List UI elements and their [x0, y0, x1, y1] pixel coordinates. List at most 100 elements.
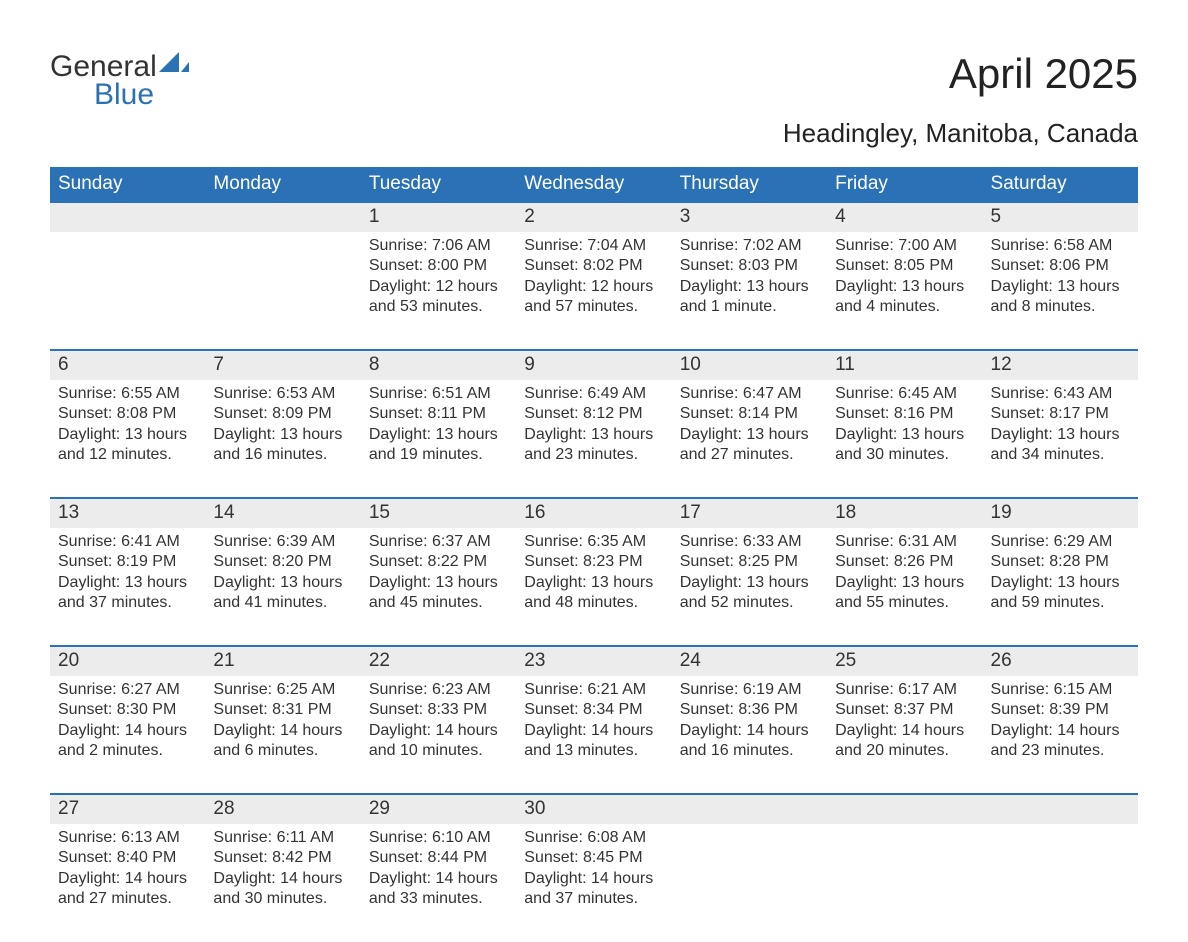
day-cell: Sunrise: 6:47 AMSunset: 8:14 PMDaylight:…	[672, 380, 827, 498]
daynum-row: 27282930	[50, 794, 1138, 824]
sunset-text: Sunset: 8:22 PM	[369, 552, 508, 572]
sunrise-text: Sunrise: 6:27 AM	[58, 680, 197, 700]
day-cell: Sunrise: 7:00 AMSunset: 8:05 PMDaylight:…	[827, 232, 982, 350]
day-cell: Sunrise: 7:02 AMSunset: 8:03 PMDaylight:…	[672, 232, 827, 350]
sunset-text: Sunset: 8:20 PM	[213, 552, 352, 572]
day-cell: Sunrise: 6:53 AMSunset: 8:09 PMDaylight:…	[205, 380, 360, 498]
daylight-text: Daylight: 14 hours and 27 minutes.	[58, 869, 197, 910]
sunrise-text: Sunrise: 6:37 AM	[369, 532, 508, 552]
day-cell: Sunrise: 6:17 AMSunset: 8:37 PMDaylight:…	[827, 676, 982, 794]
daylight-text: Daylight: 14 hours and 20 minutes.	[835, 721, 974, 762]
daynum-row: 6789101112	[50, 350, 1138, 380]
day-number: 15	[361, 498, 516, 528]
sunset-text: Sunset: 8:45 PM	[524, 848, 663, 868]
logo: General Blue	[50, 50, 189, 112]
sunrise-text: Sunrise: 7:04 AM	[524, 236, 663, 256]
day-number: 3	[672, 203, 827, 232]
day-number: 27	[50, 794, 205, 824]
day-number	[827, 794, 982, 824]
daylight-text: Daylight: 13 hours and 45 minutes.	[369, 573, 508, 614]
day-number: 25	[827, 646, 982, 676]
page-subtitle: Headingley, Manitoba, Canada	[50, 118, 1138, 149]
sunset-text: Sunset: 8:17 PM	[991, 404, 1130, 424]
day-number: 10	[672, 350, 827, 380]
sunset-text: Sunset: 8:34 PM	[524, 700, 663, 720]
day-number: 5	[983, 203, 1138, 232]
daylight-text: Daylight: 13 hours and 19 minutes.	[369, 425, 508, 466]
day-cell: Sunrise: 6:11 AMSunset: 8:42 PMDaylight:…	[205, 824, 360, 942]
sunrise-text: Sunrise: 6:51 AM	[369, 384, 508, 404]
sunset-text: Sunset: 8:23 PM	[524, 552, 663, 572]
daylight-text: Daylight: 13 hours and 59 minutes.	[991, 573, 1130, 614]
sunset-text: Sunset: 8:25 PM	[680, 552, 819, 572]
sunset-text: Sunset: 8:06 PM	[991, 256, 1130, 276]
day-cell: Sunrise: 6:21 AMSunset: 8:34 PMDaylight:…	[516, 676, 671, 794]
daylight-text: Daylight: 13 hours and 27 minutes.	[680, 425, 819, 466]
day-number: 23	[516, 646, 671, 676]
day-cell: Sunrise: 7:06 AMSunset: 8:00 PMDaylight:…	[361, 232, 516, 350]
sunrise-text: Sunrise: 6:11 AM	[213, 828, 352, 848]
day-data-row: Sunrise: 6:55 AMSunset: 8:08 PM Daylight:…	[50, 380, 1138, 498]
sunrise-text: Sunrise: 6:17 AM	[835, 680, 974, 700]
sunset-text: Sunset: 8:05 PM	[835, 256, 974, 276]
day-number: 22	[361, 646, 516, 676]
day-cell	[50, 232, 205, 350]
day-cell: Sunrise: 7:04 AMSunset: 8:02 PMDaylight:…	[516, 232, 671, 350]
daylight-text: Daylight: 13 hours and 48 minutes.	[524, 573, 663, 614]
daylight-text: Daylight: 13 hours and 55 minutes.	[835, 573, 974, 614]
logo-sail-icon	[159, 50, 189, 79]
sunset-text: Sunset: 8:42 PM	[213, 848, 352, 868]
sunset-text: Sunset: 8:31 PM	[213, 700, 352, 720]
sunrise-text: Sunrise: 6:10 AM	[369, 828, 508, 848]
day-number: 1	[361, 203, 516, 232]
day-number: 18	[827, 498, 982, 528]
sunset-text: Sunset: 8:08 PM	[58, 404, 197, 424]
sunset-text: Sunset: 8:02 PM	[524, 256, 663, 276]
sunrise-text: Sunrise: 6:45 AM	[835, 384, 974, 404]
daylight-text: Daylight: 14 hours and 2 minutes.	[58, 721, 197, 762]
sunrise-text: Sunrise: 6:47 AM	[680, 384, 819, 404]
day-cell: Sunrise: 6:08 AMSunset: 8:45 PMDaylight:…	[516, 824, 671, 942]
daylight-text: Daylight: 13 hours and 37 minutes.	[58, 573, 197, 614]
weekday-header: Friday	[827, 167, 982, 203]
sunrise-text: Sunrise: 6:13 AM	[58, 828, 197, 848]
weekday-header: Thursday	[672, 167, 827, 203]
daynum-row: 12345	[50, 203, 1138, 232]
sunrise-text: Sunrise: 6:41 AM	[58, 532, 197, 552]
sunset-text: Sunset: 8:30 PM	[58, 700, 197, 720]
daylight-text: Daylight: 14 hours and 10 minutes.	[369, 721, 508, 762]
sunset-text: Sunset: 8:26 PM	[835, 552, 974, 572]
daylight-text: Daylight: 14 hours and 37 minutes.	[524, 869, 663, 910]
sunrise-text: Sunrise: 6:49 AM	[524, 384, 663, 404]
sunrise-text: Sunrise: 7:00 AM	[835, 236, 974, 256]
daylight-text: Daylight: 14 hours and 6 minutes.	[213, 721, 352, 762]
sunset-text: Sunset: 8:12 PM	[524, 404, 663, 424]
sunrise-text: Sunrise: 6:21 AM	[524, 680, 663, 700]
daylight-text: Daylight: 13 hours and 4 minutes.	[835, 277, 974, 318]
day-cell: Sunrise: 6:41 AMSunset: 8:19 PMDaylight:…	[50, 528, 205, 646]
sunrise-text: Sunrise: 6:35 AM	[524, 532, 663, 552]
daylight-text: Daylight: 13 hours and 16 minutes.	[213, 425, 352, 466]
sunrise-text: Sunrise: 6:55 AM	[58, 384, 197, 404]
day-number	[672, 794, 827, 824]
daylight-text: Daylight: 13 hours and 41 minutes.	[213, 573, 352, 614]
calendar-table: Sunday Monday Tuesday Wednesday Thursday…	[50, 167, 1138, 942]
day-number: 4	[827, 203, 982, 232]
sunset-text: Sunset: 8:44 PM	[369, 848, 508, 868]
day-number: 7	[205, 350, 360, 380]
sunrise-text: Sunrise: 6:15 AM	[991, 680, 1130, 700]
weekday-header-row: Sunday Monday Tuesday Wednesday Thursday…	[50, 167, 1138, 203]
day-cell: Sunrise: 6:55 AMSunset: 8:08 PMDaylight:…	[50, 380, 205, 498]
daylight-text: Daylight: 14 hours and 16 minutes.	[680, 721, 819, 762]
day-cell: Sunrise: 6:13 AMSunset: 8:40 PMDaylight:…	[50, 824, 205, 942]
day-cell	[827, 824, 982, 942]
day-data-row: Sunrise: 7:06 AMSunset: 8:00 PMDaylight:…	[50, 232, 1138, 350]
day-cell: Sunrise: 6:27 AMSunset: 8:30 PMDaylight:…	[50, 676, 205, 794]
weekday-header: Monday	[205, 167, 360, 203]
day-data-row: Sunrise: 6:41 AMSunset: 8:19 PMDaylight:…	[50, 528, 1138, 646]
sunrise-text: Sunrise: 6:08 AM	[524, 828, 663, 848]
sunrise-text: Sunrise: 6:39 AM	[213, 532, 352, 552]
daylight-text: Daylight: 14 hours and 33 minutes.	[369, 869, 508, 910]
daylight-text: Daylight: 12 hours and 57 minutes.	[524, 277, 663, 318]
sunrise-text: Sunrise: 7:02 AM	[680, 236, 819, 256]
